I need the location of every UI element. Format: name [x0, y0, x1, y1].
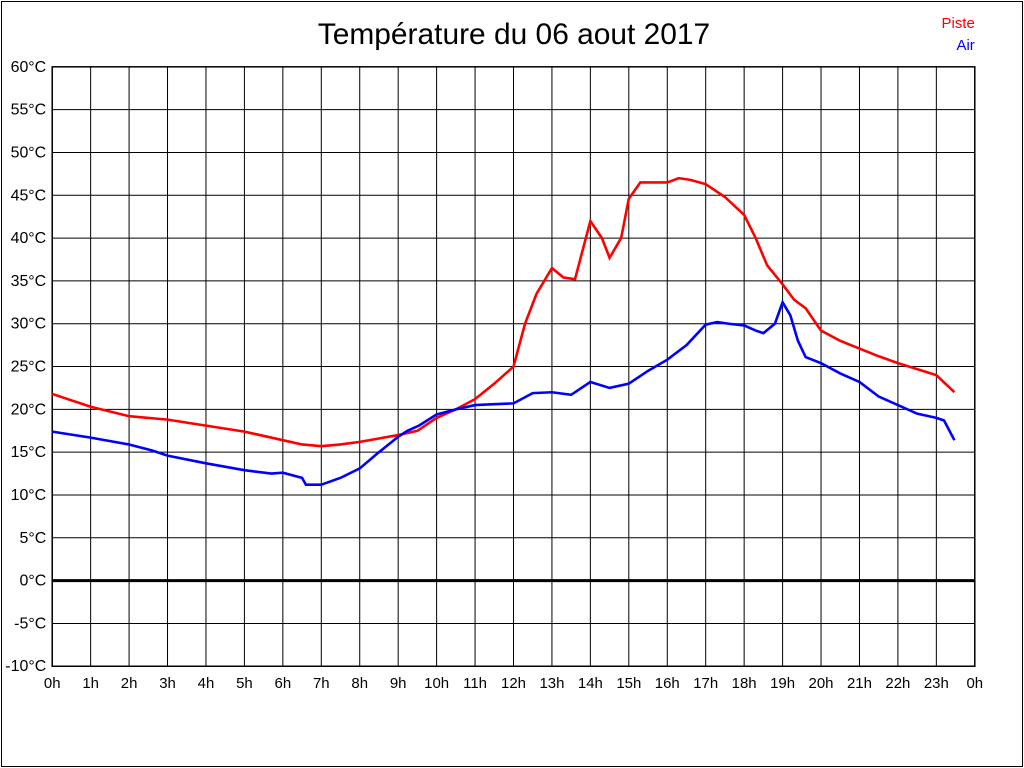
svg-text:13h: 13h: [539, 675, 564, 692]
svg-text:8h: 8h: [351, 675, 368, 692]
svg-text:18h: 18h: [732, 675, 757, 692]
svg-text:11h: 11h: [463, 675, 487, 692]
svg-text:0h: 0h: [966, 675, 983, 692]
svg-text:12h: 12h: [501, 675, 526, 692]
svg-text:25°C: 25°C: [11, 359, 47, 376]
svg-text:14h: 14h: [578, 675, 603, 692]
svg-text:19h: 19h: [770, 675, 795, 692]
svg-text:22h: 22h: [885, 675, 910, 692]
svg-text:16h: 16h: [655, 675, 680, 692]
svg-text:1h: 1h: [82, 675, 99, 692]
svg-text:6h: 6h: [275, 675, 292, 692]
svg-text:Piste: Piste: [942, 15, 975, 32]
svg-text:15°C: 15°C: [11, 444, 47, 461]
svg-text:Air: Air: [957, 37, 975, 54]
svg-text:35°C: 35°C: [11, 273, 47, 290]
svg-text:20h: 20h: [809, 675, 834, 692]
svg-text:7h: 7h: [313, 675, 330, 692]
svg-text:17h: 17h: [693, 675, 718, 692]
svg-text:3h: 3h: [159, 675, 176, 692]
svg-text:9h: 9h: [390, 675, 407, 692]
svg-text:10h: 10h: [424, 675, 449, 692]
svg-text:5°C: 5°C: [19, 530, 46, 547]
svg-text:Température du 06 aout 2017: Température du 06 aout 2017: [318, 18, 710, 51]
svg-text:50°C: 50°C: [11, 144, 47, 161]
svg-text:30°C: 30°C: [11, 316, 47, 333]
svg-text:2h: 2h: [121, 675, 138, 692]
svg-text:10°C: 10°C: [11, 487, 47, 504]
svg-text:20°C: 20°C: [11, 401, 47, 418]
svg-text:15h: 15h: [616, 675, 641, 692]
svg-text:60°C: 60°C: [11, 59, 47, 76]
svg-text:45°C: 45°C: [11, 187, 47, 204]
svg-text:0h: 0h: [44, 675, 61, 692]
svg-text:21h: 21h: [847, 675, 872, 692]
svg-text:-10°C: -10°C: [5, 658, 46, 675]
svg-text:55°C: 55°C: [11, 102, 47, 119]
svg-text:0°C: 0°C: [19, 573, 46, 590]
svg-text:-5°C: -5°C: [14, 615, 46, 632]
svg-text:5h: 5h: [236, 675, 253, 692]
svg-text:4h: 4h: [198, 675, 215, 692]
svg-text:40°C: 40°C: [11, 230, 47, 247]
svg-text:23h: 23h: [924, 675, 949, 692]
